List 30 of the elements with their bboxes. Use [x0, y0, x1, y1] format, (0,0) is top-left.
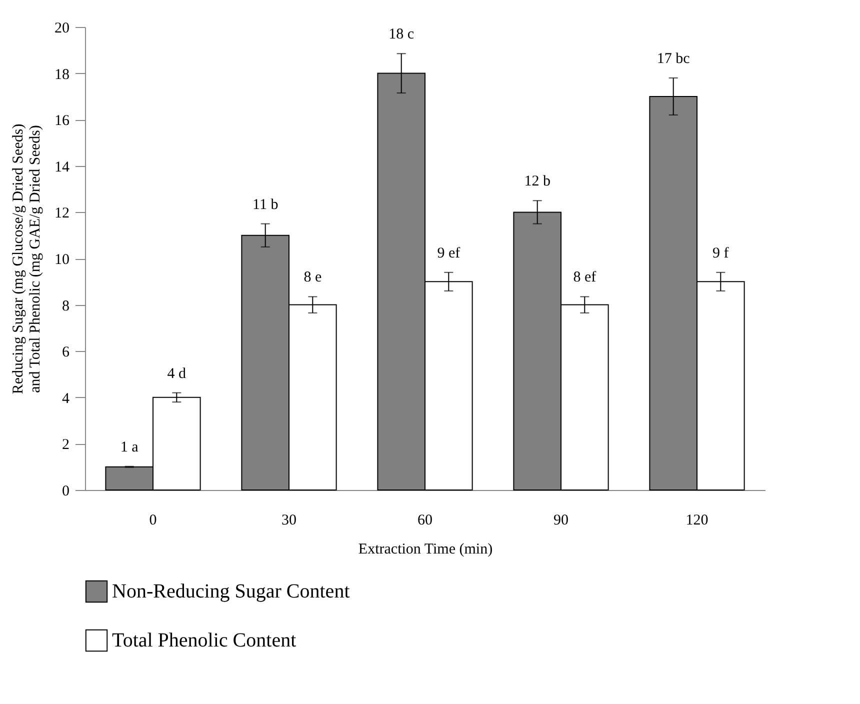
- x-tick-label: 30: [282, 512, 296, 528]
- y-axis-title: Reducing Sugar (mg Glucose/g Dried Seeds) and Total Phenolic (mg GAE/g Dried Seeds): [10, 124, 44, 394]
- legend-label: Total Phenolic Content: [112, 630, 297, 652]
- x-tick-label: 60: [418, 512, 432, 528]
- y-tick-label: 12: [54, 206, 70, 222]
- y-tick-label: 18: [54, 66, 70, 83]
- y-tick-label: 2: [62, 437, 70, 454]
- y-tick-label: 14: [54, 159, 70, 176]
- y-tick-label: 10: [54, 252, 70, 268]
- x-tick-label: 90: [554, 512, 568, 528]
- data-label: 9 ef: [437, 245, 460, 262]
- data-label: 12 b: [524, 174, 550, 190]
- data-label: 4 d: [167, 366, 187, 382]
- data-label: 17 bc: [656, 50, 690, 67]
- legend-label: Non-Reducing Sugar Content: [112, 580, 350, 602]
- data-label: 8 e: [304, 270, 322, 286]
- data-label: 11 b: [252, 196, 278, 213]
- y-tick-label: 8: [62, 298, 70, 314]
- x-axis-title: Extraction Time (min): [358, 542, 493, 558]
- y-tick-label: 16: [54, 113, 70, 130]
- y-tick-label: 6: [62, 344, 70, 361]
- data-label: 18 c: [388, 26, 414, 43]
- x-tick-label: 0: [149, 512, 157, 528]
- y-tick-label: 20: [54, 20, 70, 36]
- data-label: 8 ef: [573, 270, 596, 286]
- y-tick-label: 4: [62, 390, 70, 407]
- y-tick-label: 0: [62, 484, 70, 500]
- data-label: 1 a: [120, 439, 139, 456]
- x-tick-label: 120: [686, 512, 708, 528]
- data-label: 9 f: [712, 245, 729, 262]
